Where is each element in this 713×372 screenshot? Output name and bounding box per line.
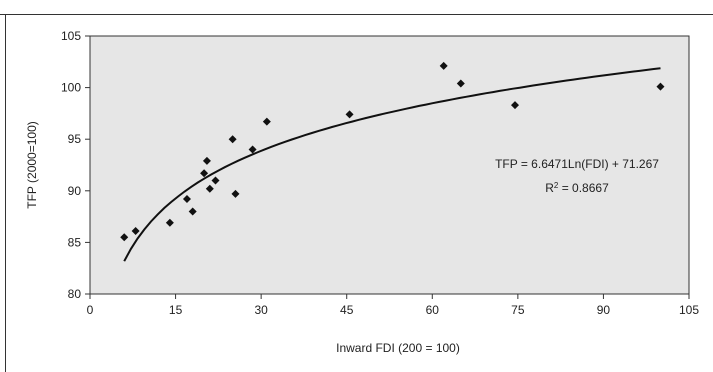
y-tick-label: 95 [68,132,82,146]
r-squared-superscript: 2 [554,181,559,190]
data-point [200,169,209,178]
x-tick-label: 30 [254,303,268,317]
trendline-equation: TFP = 6.6471Ln(FDI) + 71.267 [495,157,659,171]
data-point [228,135,237,144]
x-tick-label: 45 [340,303,354,317]
data-point [262,117,271,126]
data-point [511,101,520,110]
data-point [205,184,214,193]
y-axis-label: TFP (2000=100) [25,121,39,209]
x-tick-label: 75 [511,303,525,317]
r-squared-label: R2 = 0.8667 [545,181,609,196]
x-tick-label: 105 [679,303,699,317]
trendline [123,67,661,262]
data-point [211,176,220,185]
y-tick-label: 80 [68,287,82,301]
r-squared-prefix: R [545,181,554,195]
x-tick-label: 15 [169,303,183,317]
data-point [248,145,257,154]
y-tick-label: 85 [68,235,82,249]
data-point [202,156,211,165]
y-tick-label: 100 [61,81,81,95]
x-tick-label: 60 [426,303,440,317]
data-points [120,61,665,242]
data-point [188,207,197,216]
data-point [456,79,465,88]
x-tick-group: 0 15 30 45 60 75 90 105 [87,294,699,317]
y-tick-label: 105 [61,29,81,43]
data-point [439,61,448,70]
x-tick-label: 90 [597,303,611,317]
data-point [182,195,191,204]
data-point [120,233,129,242]
data-point [656,82,665,91]
plot-area [89,35,690,295]
y-tick-group: 80 85 90 95 100 105 [61,29,90,301]
data-point [131,227,140,236]
data-point [231,189,240,198]
y-tick-label: 90 [68,184,82,198]
r-squared-value: = 0.8667 [558,181,609,195]
x-tick-label: 0 [87,303,94,317]
data-point [345,110,354,119]
data-point [165,218,174,227]
x-axis-label: Inward FDI (200 = 100) [336,341,460,355]
